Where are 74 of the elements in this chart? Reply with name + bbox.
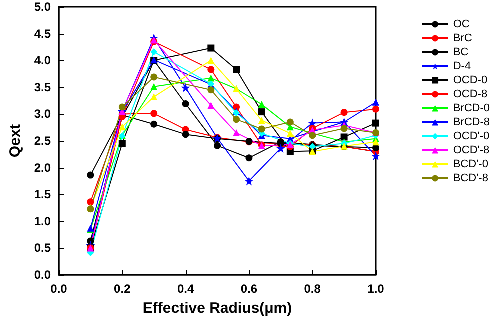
point — [150, 110, 158, 118]
legend-label: D-4 — [453, 60, 472, 72]
point — [208, 86, 215, 94]
x-tick-label: 0.0 — [50, 282, 68, 296]
point — [233, 116, 240, 124]
y-tick-label: 1.0 — [34, 214, 52, 228]
x-tick-label: 0.8 — [304, 282, 322, 296]
point — [182, 100, 190, 108]
legend-label: OC — [453, 18, 470, 30]
x-tick-label: 0.2 — [114, 282, 132, 296]
x-tick-label: 0.6 — [240, 282, 258, 296]
y-tick-label: 5.0 — [34, 0, 52, 14]
point — [340, 109, 348, 116]
legend-label: BC — [453, 46, 469, 58]
point — [276, 144, 286, 154]
point — [372, 106, 380, 113]
point — [150, 83, 158, 90]
y-tick-label: 0.5 — [34, 241, 52, 256]
point — [372, 120, 380, 127]
point — [208, 57, 215, 64]
point — [208, 66, 215, 74]
y-tick-label: 0.0 — [34, 268, 52, 282]
legend-label: OCD'-0 — [453, 130, 490, 142]
point — [244, 176, 254, 186]
point — [258, 101, 266, 108]
point — [150, 48, 158, 56]
point — [150, 74, 158, 81]
point — [258, 108, 266, 116]
point — [118, 124, 126, 131]
legend-label: BCD'-0 — [453, 158, 488, 170]
x-tick-label: 1.0 — [368, 282, 385, 296]
y-tick-label: 3.5 — [34, 80, 52, 94]
point — [372, 152, 380, 161]
point — [233, 104, 240, 111]
point — [182, 131, 190, 138]
y-tick-label: 2.0 — [34, 160, 52, 175]
point — [286, 130, 294, 137]
legend-label: BrC — [453, 32, 472, 44]
point — [214, 142, 221, 150]
point — [118, 140, 126, 148]
point — [233, 66, 240, 74]
y-tick-label: 4.5 — [34, 26, 52, 41]
legend-label: BrCD-8 — [453, 116, 490, 128]
point — [340, 125, 348, 132]
y-tick-label: 4.0 — [34, 54, 52, 68]
point — [208, 44, 215, 52]
point — [233, 129, 240, 136]
x-tick-label: 0.4 — [177, 282, 194, 296]
legend-label: BCD'-8 — [453, 172, 488, 184]
point — [246, 154, 253, 162]
y-tick-label: 3.0 — [34, 107, 52, 122]
point — [372, 138, 380, 146]
legend-label: OCD-0 — [453, 74, 488, 86]
y-axis-title: Qext — [7, 124, 24, 158]
point — [258, 126, 266, 133]
point — [87, 172, 94, 179]
y-tick-label: 1.5 — [34, 188, 52, 202]
point — [372, 98, 380, 106]
x-axis-title: Effective Radius(μm) — [142, 300, 292, 317]
point — [309, 132, 316, 140]
point — [87, 198, 94, 206]
point — [208, 102, 215, 110]
point — [286, 118, 294, 126]
point — [181, 83, 190, 92]
point — [340, 134, 348, 141]
point — [150, 94, 158, 101]
legend-label: OCD-8 — [453, 88, 488, 100]
point — [208, 74, 215, 82]
point — [258, 117, 266, 124]
y-tick-label: 2.5 — [34, 134, 52, 148]
legend-label: BrCD-0 — [453, 102, 490, 114]
point — [118, 104, 126, 111]
point — [150, 120, 158, 128]
legend-label: OCD'-8 — [453, 144, 490, 156]
